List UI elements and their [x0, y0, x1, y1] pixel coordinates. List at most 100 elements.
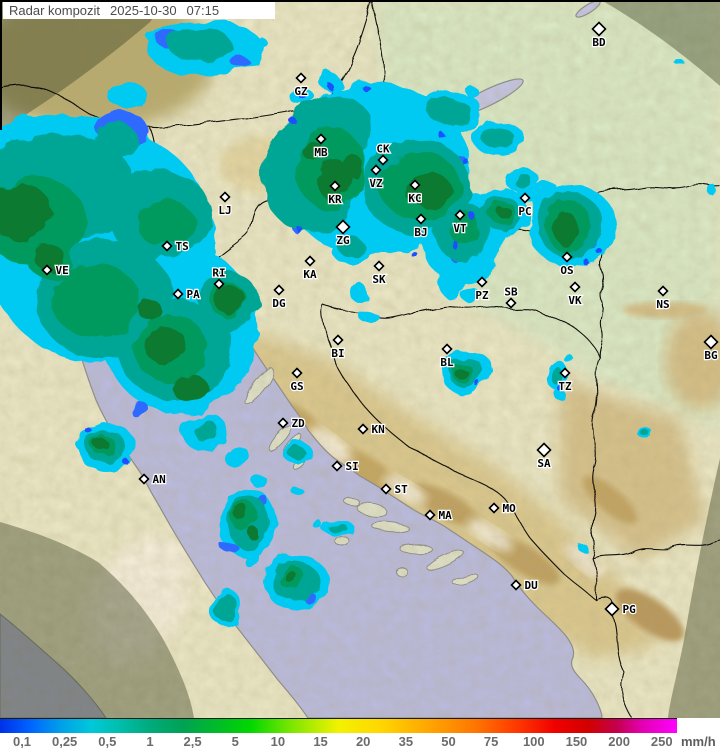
border-drina — [591, 357, 601, 559]
legend-tick: 0,25 — [51, 734, 78, 749]
city-label-KR: KR — [328, 193, 342, 206]
city-marker-ZD — [277, 417, 289, 429]
city-marker-KA — [304, 255, 316, 267]
city-marker-BI — [332, 334, 344, 346]
city-ZD: ZD — [277, 416, 306, 431]
city-KR: KR — [327, 180, 343, 207]
city-label-VZ: VZ — [369, 177, 383, 190]
legend-tick: 250 — [650, 734, 673, 749]
city-ST: ST — [380, 482, 409, 497]
city-BL: BL — [439, 343, 455, 370]
city-label-KA: KA — [303, 268, 317, 281]
title-time: 07:15 — [186, 3, 220, 18]
city-marker-BG — [703, 334, 719, 350]
city-label-GZ: GZ — [294, 85, 308, 98]
city-AN: AN — [138, 472, 167, 487]
radar-map: GZ BD MB CK VZ KR KC LJ BJ ZG PC VT TS KA SK VE RI PA DG OS… — [0, 0, 720, 719]
city-label-RI: RI — [212, 267, 225, 280]
city-marker-PZ — [476, 276, 488, 288]
legend-tick: 200 — [608, 734, 630, 749]
legend-tick: 20 — [355, 734, 371, 749]
city-label-SB: SB — [504, 286, 518, 299]
city-GZ: GZ — [293, 72, 309, 99]
echo-blue-specks — [85, 83, 603, 465]
city-label-MB: MB — [314, 146, 328, 159]
city-NS: NS — [655, 285, 671, 312]
city-marker-SI — [331, 460, 343, 472]
out-of-range-layer — [0, 0, 720, 718]
city-marker-VE — [41, 264, 53, 276]
city-SK: SK — [371, 260, 387, 287]
city-label-TS: TS — [176, 240, 189, 253]
city-label-TZ: TZ — [558, 380, 572, 393]
city-marker-NS — [657, 285, 669, 297]
city-marker-GS — [291, 367, 303, 379]
city-label-GS: GS — [290, 380, 303, 393]
city-marker-RI — [213, 278, 225, 290]
city-DG: DG — [271, 284, 287, 311]
radar-echo-layer — [0, 20, 716, 628]
city-marker-LJ — [219, 191, 231, 203]
city-label-MA: MA — [439, 509, 453, 522]
city-VT: VT — [452, 209, 468, 236]
city-label-ZD: ZD — [292, 417, 306, 430]
city-label-DG: DG — [272, 297, 286, 310]
city-SB: SB — [503, 284, 519, 309]
city-marker-GZ — [295, 72, 307, 84]
border-hr-ba — [320, 303, 597, 601]
city-marker-MA — [424, 509, 436, 521]
city-marker-MO — [488, 502, 500, 514]
city-label-DU: DU — [525, 579, 539, 592]
city-label-BL: BL — [440, 356, 454, 369]
radar-map-canvas: GZ BD MB CK VZ KR KC LJ BJ ZG PC VT TS KA SK VE RI PA DG OS… — [0, 0, 720, 719]
city-VZ: VZ — [368, 164, 384, 191]
city-marker-PA — [172, 288, 184, 300]
city-SA: SA — [536, 442, 552, 471]
city-PA: PA — [172, 287, 201, 302]
city-marker-KN — [357, 423, 369, 435]
city-marker-PC — [519, 192, 531, 204]
city-marker-ZG — [335, 219, 351, 235]
city-SI: SI — [331, 459, 360, 474]
city-label-BG: BG — [704, 349, 718, 362]
city-BJ: BJ — [413, 213, 429, 240]
legend-tick: 100 — [522, 734, 545, 749]
city-DU: DU — [510, 578, 539, 593]
city-marker-BL — [441, 343, 453, 355]
city-label-LJ: LJ — [218, 204, 231, 217]
legend-tick: 75 — [483, 734, 499, 749]
legend-tick: 150 — [565, 734, 588, 749]
city-marker-SA — [536, 442, 552, 458]
map-frame-left — [0, 0, 2, 130]
city-label-KC: KC — [408, 192, 421, 205]
title-bar: Radar kompozit 2025-10-30 07:15 — [3, 2, 275, 19]
app-title: Radar kompozit — [9, 3, 101, 18]
city-label-SA: SA — [537, 457, 551, 470]
city-VK: VK — [567, 281, 583, 308]
city-BD: BD — [591, 21, 607, 50]
city-label-SK: SK — [372, 273, 386, 286]
city-marker-MB — [315, 133, 327, 145]
city-marker-KR — [329, 180, 341, 192]
city-label-OS: OS — [560, 264, 573, 277]
city-marker-KC — [409, 179, 421, 191]
city-ZG: ZG — [335, 219, 351, 248]
city-GS: GS — [289, 367, 305, 394]
city-label-ZG: ZG — [336, 234, 350, 247]
city-label-NS: NS — [656, 298, 669, 311]
city-label-ST: ST — [395, 483, 409, 496]
city-OS: OS — [559, 251, 575, 278]
legend-tick: 0,5 — [98, 734, 117, 749]
city-marker-OS — [561, 251, 573, 263]
city-label-BI: BI — [331, 347, 344, 360]
city-label-VT: VT — [453, 222, 467, 235]
city-KA: KA — [302, 255, 318, 282]
city-label-AN: AN — [153, 473, 166, 486]
city-marker-TZ — [559, 367, 571, 379]
city-marker-SK — [373, 260, 385, 272]
city-label-MO: MO — [503, 502, 517, 515]
legend-tick: 15 — [313, 734, 328, 749]
cities-layer: GZ BD MB CK VZ KR KC LJ BJ ZG PC VT TS KA SK VE RI PA DG OS… — [41, 21, 719, 617]
city-marker-VZ — [370, 164, 382, 176]
